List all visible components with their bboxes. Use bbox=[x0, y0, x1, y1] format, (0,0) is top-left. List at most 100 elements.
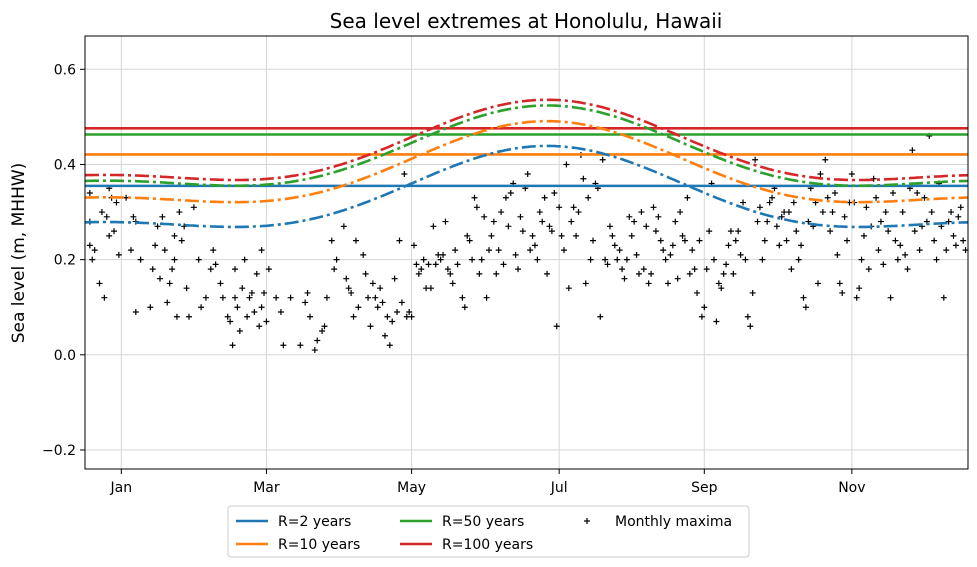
scatter-point bbox=[531, 242, 538, 249]
scatter-point bbox=[529, 232, 536, 239]
scatter-point bbox=[696, 237, 703, 244]
scatter-point bbox=[875, 247, 882, 254]
scatter-point bbox=[829, 209, 836, 216]
scatter-point bbox=[183, 285, 190, 292]
scatter-point bbox=[544, 270, 551, 277]
scatter-point bbox=[449, 280, 456, 287]
scatter-point bbox=[633, 251, 640, 258]
scatter-point bbox=[486, 247, 493, 254]
scatter-point bbox=[96, 280, 103, 287]
scatter-point bbox=[568, 218, 575, 225]
scatter-point bbox=[778, 213, 785, 220]
y-axis-label: Sea level (m, MHHW) bbox=[9, 163, 29, 344]
scatter-point bbox=[957, 204, 964, 211]
seasonal-return-level-curve bbox=[85, 144, 969, 229]
scatter-point bbox=[831, 190, 838, 197]
scatter-point bbox=[614, 256, 621, 263]
scatter-point bbox=[643, 223, 650, 230]
scatter-point bbox=[442, 218, 449, 225]
scatter-point bbox=[476, 270, 483, 277]
scatter-point bbox=[667, 251, 674, 258]
scatter-point bbox=[660, 247, 667, 254]
scatter-point bbox=[466, 237, 473, 244]
scatter-point bbox=[258, 247, 265, 254]
legend-marker bbox=[584, 518, 590, 524]
scatter-point bbox=[374, 304, 381, 311]
scatter-point bbox=[631, 218, 638, 225]
scatter-point bbox=[894, 256, 901, 263]
scatter-point bbox=[694, 289, 701, 296]
scatter-point bbox=[256, 323, 263, 330]
scatter-point bbox=[902, 251, 909, 258]
scatter-point bbox=[648, 270, 655, 277]
scatter-point bbox=[616, 247, 623, 254]
scatter-point bbox=[742, 256, 749, 263]
scatter-point bbox=[597, 313, 604, 320]
scatter-point bbox=[367, 323, 374, 330]
scatter-point bbox=[800, 294, 807, 301]
scatter-point bbox=[246, 294, 253, 301]
scatter-point bbox=[427, 285, 434, 292]
seasonal-return-level-curve bbox=[84, 119, 968, 204]
scatter-point bbox=[747, 323, 754, 330]
scatter-point bbox=[689, 247, 696, 254]
scatter-point bbox=[493, 270, 500, 277]
scatter-point bbox=[527, 247, 534, 254]
scatter-point bbox=[229, 342, 236, 349]
scatter-point bbox=[945, 218, 952, 225]
scatter-point bbox=[137, 256, 144, 263]
scatter-point bbox=[350, 313, 357, 320]
grid-lines bbox=[85, 36, 968, 469]
scatter-point bbox=[943, 247, 950, 254]
scatter-point bbox=[481, 213, 488, 220]
scatter-point bbox=[248, 289, 255, 296]
scatter-point bbox=[280, 342, 287, 349]
scatter-point bbox=[469, 256, 476, 263]
scatter-point bbox=[98, 209, 105, 216]
scatter-point bbox=[224, 313, 231, 320]
scatter-point bbox=[507, 190, 514, 197]
scatter-point bbox=[827, 228, 834, 235]
scatter-point bbox=[219, 294, 226, 301]
scatter-point bbox=[914, 190, 921, 197]
scatter-point bbox=[473, 204, 480, 211]
scatter-point bbox=[652, 228, 659, 235]
scatter-point bbox=[655, 213, 662, 220]
scatter-point bbox=[911, 228, 918, 235]
scatter-point bbox=[575, 209, 582, 216]
scatter-point bbox=[166, 280, 173, 287]
scatter-point bbox=[106, 232, 113, 239]
scatter-point bbox=[764, 218, 771, 225]
scatter-point bbox=[720, 270, 727, 277]
scatter-point bbox=[558, 232, 565, 239]
y-tick-label: 0.0 bbox=[54, 348, 76, 364]
scatter-point bbox=[154, 223, 161, 230]
scatter-point bbox=[231, 266, 238, 273]
scatter-point bbox=[960, 237, 967, 244]
scatter-point bbox=[231, 294, 238, 301]
scatter-point bbox=[740, 199, 747, 206]
scatter-point bbox=[524, 170, 531, 177]
y-tick-label: 0.4 bbox=[54, 157, 76, 173]
scatter-point bbox=[202, 294, 209, 301]
scatter-point bbox=[948, 209, 955, 216]
scatter-point bbox=[848, 170, 855, 177]
scatter-point bbox=[725, 242, 732, 249]
scatter-point bbox=[263, 318, 270, 325]
scatter-point bbox=[928, 209, 935, 216]
scatter-point bbox=[328, 237, 335, 244]
scatter-point bbox=[553, 323, 560, 330]
scatter-point bbox=[860, 232, 867, 239]
scatter-point bbox=[836, 280, 843, 287]
scatter-point bbox=[769, 194, 776, 201]
scatter-point bbox=[381, 332, 388, 339]
scatter-point bbox=[261, 289, 268, 296]
legend-label: R=10 years bbox=[278, 537, 360, 553]
scatter-point bbox=[207, 266, 214, 273]
scatter-point bbox=[452, 247, 459, 254]
scatter-point bbox=[650, 204, 657, 211]
scatter-point bbox=[478, 256, 485, 263]
scatter-point bbox=[691, 266, 698, 273]
scatter-point bbox=[565, 285, 572, 292]
scatter-point bbox=[149, 266, 156, 273]
